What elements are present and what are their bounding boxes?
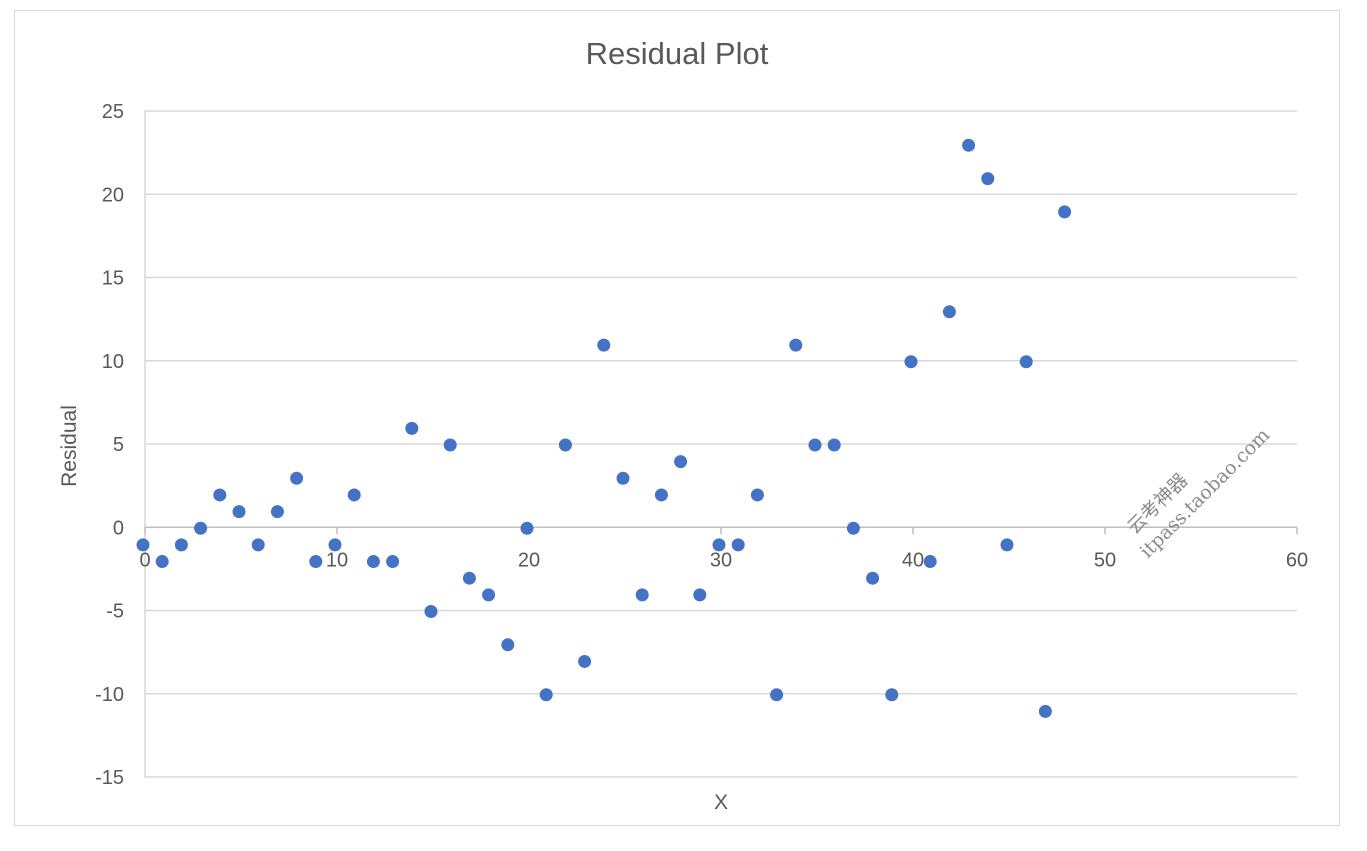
data-point: [674, 455, 688, 469]
data-point: [136, 538, 150, 552]
data-point: [1019, 355, 1033, 369]
data-point: [904, 355, 918, 369]
data-point: [539, 688, 553, 702]
data-point: [194, 521, 208, 535]
x-tick-label: 40: [902, 549, 924, 571]
data-point: [1058, 205, 1072, 219]
x-tick-label: 30: [710, 549, 732, 571]
x-tick-label: 0: [139, 549, 150, 571]
data-point: [558, 438, 572, 452]
data-point: [866, 571, 880, 585]
y-tick-label: 25: [102, 101, 124, 123]
data-point: [770, 688, 784, 702]
data-point: [424, 605, 438, 618]
data-point: [174, 538, 188, 552]
data-point: [290, 471, 304, 485]
data-point: [808, 438, 822, 452]
data-point: [750, 488, 764, 502]
data-points: [136, 138, 1072, 718]
data-point: [712, 538, 726, 552]
data-point: [885, 688, 899, 702]
data-point: [232, 505, 246, 519]
data-point: [520, 521, 534, 535]
x-tick-label: 60: [1286, 549, 1308, 571]
data-point: [616, 471, 630, 485]
data-point: [347, 488, 361, 502]
y-tick-label: 10: [102, 351, 124, 373]
y-tick-label: -10: [95, 684, 124, 706]
data-point: [213, 488, 227, 502]
y-tick-labels: 25 20 15 10 5 0 -5 -10 -15: [95, 101, 124, 789]
data-point: [501, 638, 515, 652]
y-tick-label: -15: [95, 767, 124, 789]
x-axis-label: X: [714, 791, 728, 814]
data-point: [962, 138, 976, 152]
data-point: [328, 538, 342, 552]
data-point: [366, 555, 380, 569]
x-tick-label: 20: [518, 549, 540, 571]
y-tick-label: 5: [113, 434, 124, 456]
gridlines: [145, 110, 1297, 778]
x-tick-label: 50: [1094, 549, 1116, 571]
data-point: [693, 588, 707, 602]
data-point: [462, 571, 476, 585]
data-point: [578, 654, 592, 668]
data-point: [789, 338, 803, 352]
data-point: [846, 521, 860, 535]
chart-frame: [14, 10, 1340, 826]
data-point: [270, 505, 284, 519]
data-point: [827, 438, 841, 452]
data-point: [1000, 538, 1014, 552]
data-point: [155, 555, 169, 569]
x-tick-labels: 0 10 20 30 40 50 60: [139, 549, 1308, 571]
data-point: [597, 338, 611, 352]
data-point: [942, 305, 956, 319]
data-point: [731, 538, 745, 552]
y-tick-label: 15: [102, 268, 124, 290]
data-point: [923, 555, 937, 569]
watermark: 云考神器 itpass.taobao.com: [1123, 424, 1274, 563]
data-point: [251, 538, 265, 552]
data-point: [654, 488, 668, 502]
y-tick-label: 20: [102, 184, 124, 206]
data-point: [635, 588, 649, 602]
data-point: [981, 172, 995, 186]
data-point: [309, 555, 323, 569]
data-point: [482, 588, 496, 602]
y-axis-label: Residual: [58, 405, 81, 487]
chart-title: Residual Plot: [586, 36, 769, 71]
x-tick-label: 10: [326, 549, 348, 571]
data-point: [405, 421, 419, 435]
data-point: [443, 438, 457, 452]
y-tick-label: 0: [113, 517, 124, 539]
y-tick-label: -5: [106, 601, 124, 623]
data-point: [1038, 704, 1052, 718]
data-point: [386, 555, 400, 569]
